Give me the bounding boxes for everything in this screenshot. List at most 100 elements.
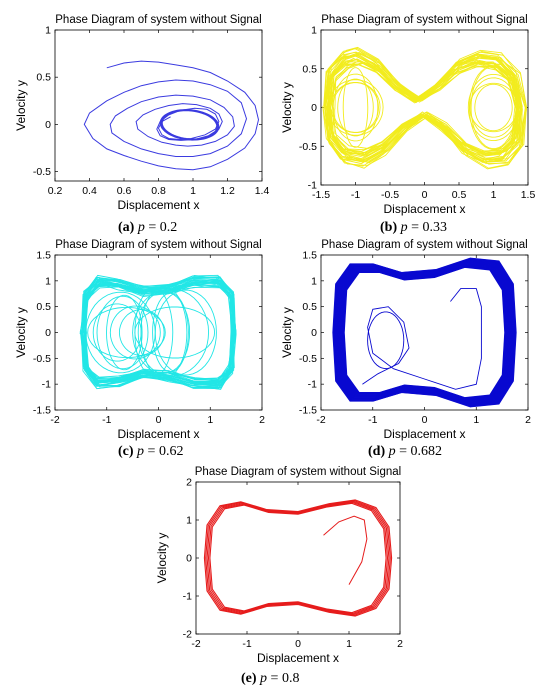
x-axis-label: Displacement x xyxy=(117,198,199,212)
x-tick-label: 0.6 xyxy=(117,185,132,197)
x-tick-label: 1 xyxy=(473,414,479,426)
y-tick-label: 0.5 xyxy=(36,301,51,313)
x-tick-label: -2 xyxy=(50,414,59,426)
phase-trajectory xyxy=(85,291,156,374)
phase-trajectory xyxy=(330,81,381,134)
chart-title: Phase Diagram of system without Signal xyxy=(321,239,527,251)
phase-trajectory xyxy=(337,78,374,137)
phase-trajectory xyxy=(137,291,191,374)
phase-trajectory xyxy=(470,65,517,150)
y-tick-label: 1 xyxy=(186,515,192,527)
y-tick-label: 1 xyxy=(311,25,317,37)
caption-b: (b) p = 0.33 xyxy=(380,220,447,236)
chart-panel-5: Phase Diagram of system without Signal -2… xyxy=(155,466,403,665)
phase-trajectory xyxy=(80,282,236,383)
x-tick-label: -2 xyxy=(191,638,200,650)
phase-trajectory xyxy=(152,292,189,373)
caption-variable: p xyxy=(260,671,268,686)
x-tick-label: 1.5 xyxy=(521,189,536,201)
transient-loop xyxy=(367,311,405,370)
y-tick-label: 2 xyxy=(186,477,192,489)
transient-trajectory xyxy=(323,515,368,585)
plot-frame xyxy=(54,254,263,411)
y-tick-label: 0 xyxy=(186,553,192,565)
y-tick-label: 1 xyxy=(45,25,51,37)
phase-trajectory xyxy=(328,60,521,157)
chart-panel-3: Phase Diagram of system without Signal -2… xyxy=(14,239,265,441)
phase-trajectory xyxy=(79,281,237,386)
phase-trajectory xyxy=(109,305,161,360)
x-tick-label: 0.4 xyxy=(82,185,97,197)
x-tick-label: 2 xyxy=(525,414,531,426)
phase-trajectory xyxy=(327,79,384,136)
x-tick-label: 1 xyxy=(190,185,196,197)
chart-title: Phase Diagram of system without Signal xyxy=(321,14,527,26)
chart-title: Phase Diagram of system without Signal xyxy=(55,14,261,26)
x-tick-label: -1 xyxy=(102,414,111,426)
x-tick-label: 0.5 xyxy=(452,189,467,201)
x-tick-label: 0.2 xyxy=(48,185,63,197)
phase-trajectory xyxy=(161,110,218,140)
y-tick-label: -2 xyxy=(183,629,192,641)
phase-trajectory xyxy=(132,288,210,377)
x-tick-label: 1.4 xyxy=(255,185,270,197)
x-tick-label: 1 xyxy=(346,638,352,650)
series-group xyxy=(83,60,260,171)
x-tick-label: 0 xyxy=(156,414,162,426)
caption-value: = 0.682 xyxy=(399,444,443,459)
x-tick-label: 0 xyxy=(295,638,301,650)
x-axis-label: Displacement x xyxy=(257,651,339,665)
phase-trajectory xyxy=(206,501,390,615)
x-tick-label: 0 xyxy=(422,414,428,426)
x-tick-label: 1 xyxy=(207,414,213,426)
y-tick-label: 0 xyxy=(311,327,317,339)
caption-d: (d) p = 0.682 xyxy=(368,444,442,460)
caption-label: (b) xyxy=(380,220,398,235)
y-tick-label: 0 xyxy=(45,119,51,131)
caption-variable: p xyxy=(137,444,145,459)
caption-value: = 0.2 xyxy=(148,220,178,235)
y-tick-label: 1 xyxy=(311,275,317,287)
x-tick-label: -1 xyxy=(368,414,377,426)
phase-trajectory xyxy=(330,61,523,156)
caption-variable: p xyxy=(137,220,145,235)
phase-trajectory xyxy=(83,60,260,171)
x-tick-label: 1 xyxy=(491,189,497,201)
y-tick-label: 1 xyxy=(45,275,51,287)
series-group xyxy=(79,274,237,390)
y-axis-label: Velocity y xyxy=(14,307,28,358)
phase-trajectory xyxy=(87,306,166,359)
x-axis-label: Displacement x xyxy=(383,427,465,441)
y-tick-label: -1.5 xyxy=(33,405,51,417)
caption-e: (e) p = 0.8 xyxy=(241,671,299,687)
x-tick-label: -2 xyxy=(316,414,325,426)
caption-label: (c) xyxy=(118,444,134,459)
x-tick-label: 2 xyxy=(259,414,265,426)
phase-trajectory xyxy=(332,257,517,408)
phase-trajectory xyxy=(92,303,142,362)
phase-trajectory xyxy=(474,83,513,132)
y-tick-label: -0.5 xyxy=(299,353,317,365)
y-tick-label: 0.5 xyxy=(302,63,317,75)
x-axis-label: Displacement x xyxy=(383,202,465,216)
x-tick-label: -1.5 xyxy=(312,189,330,201)
x-tick-label: 1.2 xyxy=(220,185,235,197)
y-axis-label: Velocity y xyxy=(280,82,294,133)
caption-label: (a) xyxy=(118,220,135,235)
y-axis-label: Velocity y xyxy=(280,307,294,358)
caption-value: = 0.8 xyxy=(270,671,300,686)
phase-trajectory xyxy=(134,306,216,359)
caption-value: = 0.62 xyxy=(147,444,184,459)
x-axis-label: Displacement x xyxy=(117,427,199,441)
caption-variable: p xyxy=(388,444,396,459)
y-tick-label: 0 xyxy=(45,327,51,339)
caption-label: (e) xyxy=(241,671,257,686)
chart-title: Phase Diagram of system without Signal xyxy=(195,466,401,478)
x-tick-label: 0.8 xyxy=(151,185,166,197)
phase-trajectory xyxy=(96,295,149,370)
y-axis-label: Velocity y xyxy=(155,533,169,584)
series-group xyxy=(322,46,528,170)
caption-value: = 0.33 xyxy=(411,220,448,235)
chart-panel-4: Phase Diagram of system without Signal -2… xyxy=(280,239,531,441)
